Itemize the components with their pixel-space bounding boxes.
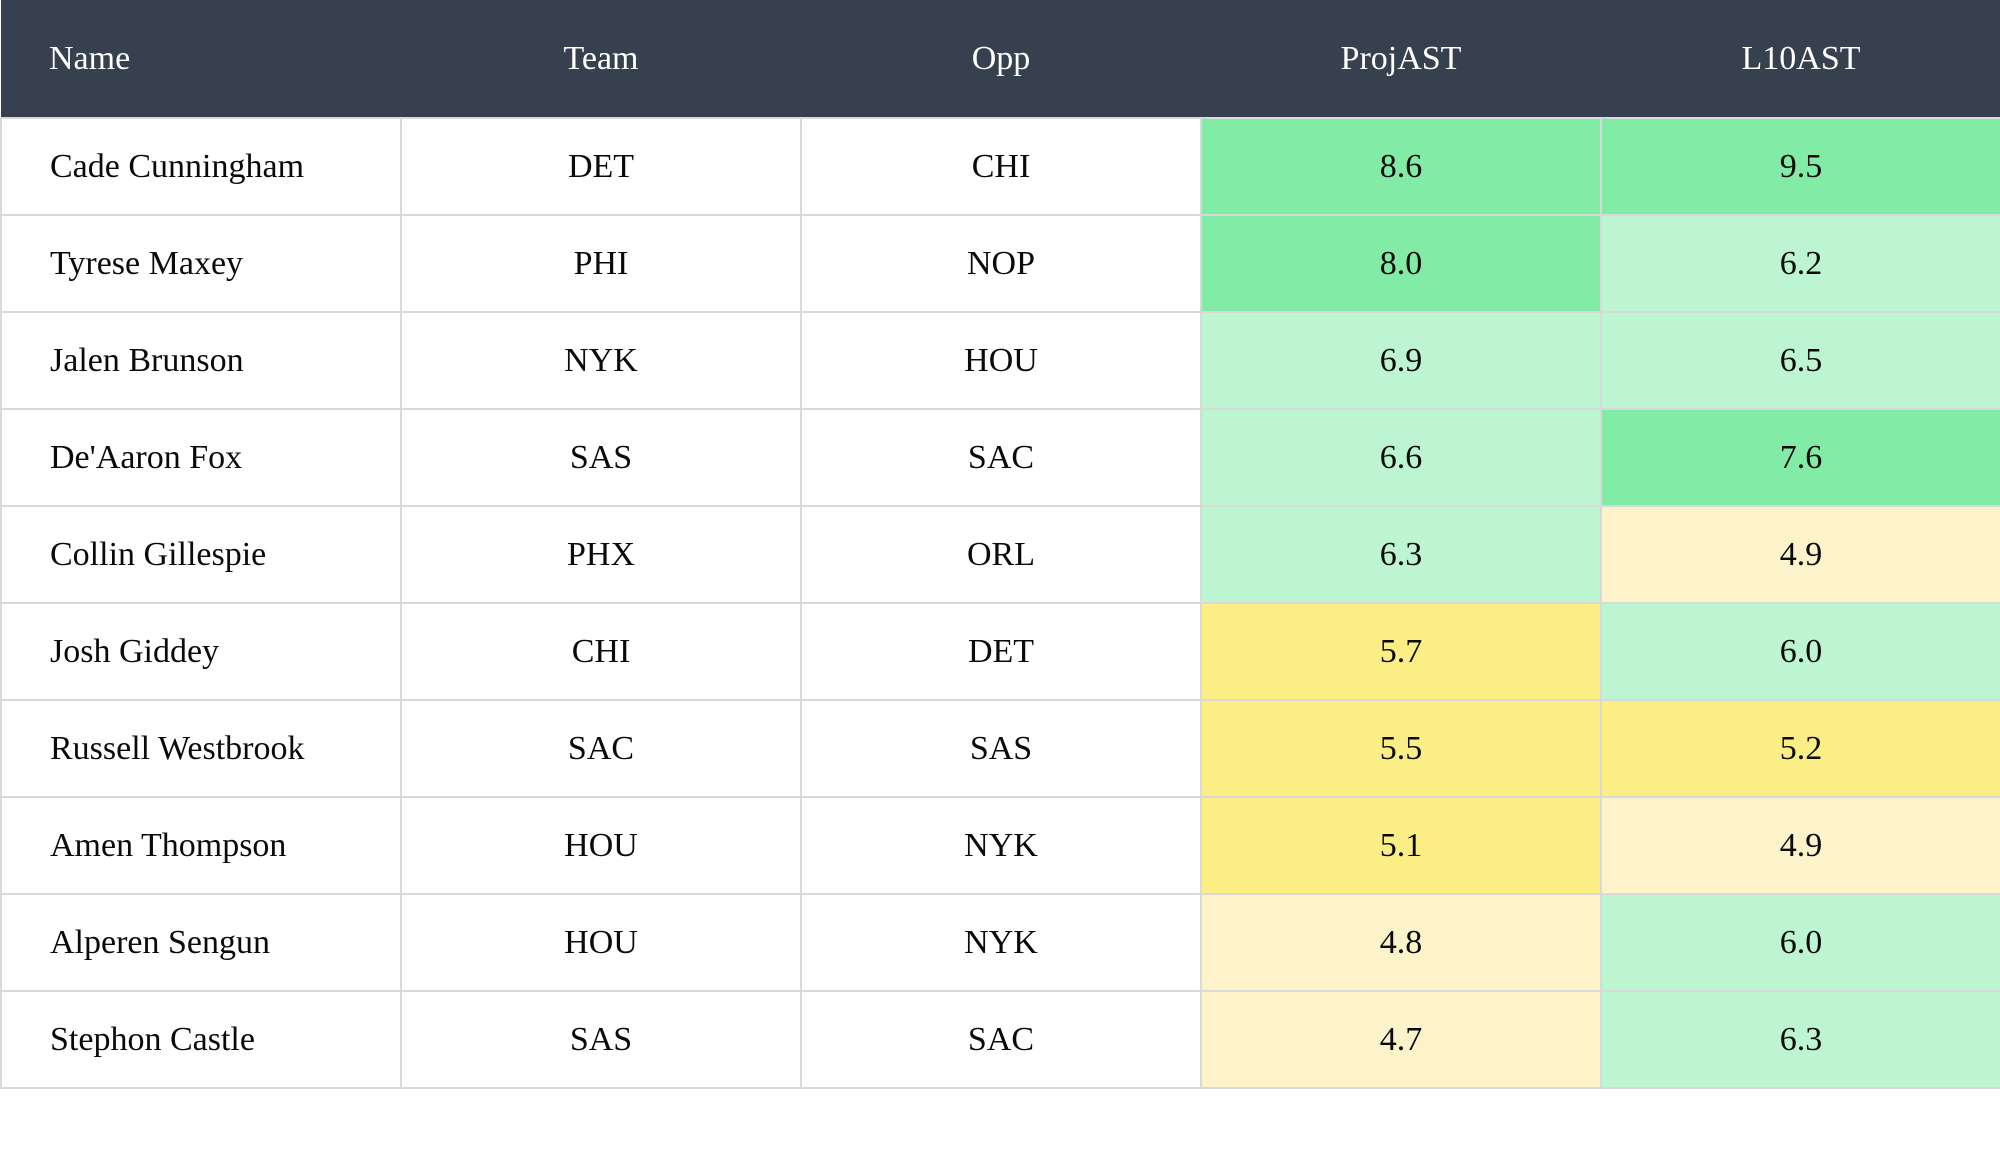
l10-ast-cell: 6.2 <box>1600 214 2000 313</box>
team-cell: DET <box>400 117 802 216</box>
l10-ast-cell: 6.3 <box>1600 990 2000 1089</box>
opponent-cell: SAC <box>800 990 1202 1089</box>
column-header-projast[interactable]: ProjAST <box>1201 0 1601 118</box>
proj-ast-cell: 4.8 <box>1200 893 1602 992</box>
opponent-cell: ORL <box>800 505 1202 604</box>
proj-ast-cell: 6.9 <box>1200 311 1602 410</box>
table-row: De'Aaron Fox SAS SAC 6.6 7.6 <box>0 408 2000 507</box>
table-row: Russell Westbrook SAC SAS 5.5 5.2 <box>0 699 2000 798</box>
opponent-cell: NYK <box>800 893 1202 992</box>
team-cell: PHI <box>400 214 802 313</box>
player-name-cell: Tyrese Maxey <box>0 214 402 313</box>
player-name-cell: Jalen Brunson <box>0 311 402 410</box>
player-name-cell: Josh Giddey <box>0 602 402 701</box>
team-cell: SAC <box>400 699 802 798</box>
proj-ast-cell: 8.0 <box>1200 214 1602 313</box>
table-row: Stephon Castle SAS SAC 4.7 6.3 <box>0 990 2000 1089</box>
proj-ast-cell: 4.7 <box>1200 990 1602 1089</box>
opponent-cell: SAS <box>800 699 1202 798</box>
proj-ast-cell: 5.5 <box>1200 699 1602 798</box>
l10-ast-cell: 6.0 <box>1600 893 2000 992</box>
opponent-cell: NYK <box>800 796 1202 895</box>
table-row: Tyrese Maxey PHI NOP 8.0 6.2 <box>0 214 2000 313</box>
opponent-cell: NOP <box>800 214 1202 313</box>
team-cell: PHX <box>400 505 802 604</box>
opponent-cell: HOU <box>800 311 1202 410</box>
team-cell: SAS <box>400 408 802 507</box>
opponent-cell: DET <box>800 602 1202 701</box>
table-header: Name Team Opp ProjAST L10AST <box>1 0 2000 118</box>
l10-ast-cell: 6.5 <box>1600 311 2000 410</box>
l10-ast-cell: 5.2 <box>1600 699 2000 798</box>
player-name-cell: Amen Thompson <box>0 796 402 895</box>
table-row: Jalen Brunson NYK HOU 6.9 6.5 <box>0 311 2000 410</box>
team-cell: CHI <box>400 602 802 701</box>
team-cell: HOU <box>400 796 802 895</box>
player-name-cell: Collin Gillespie <box>0 505 402 604</box>
header-row: Name Team Opp ProjAST L10AST <box>1 0 2000 118</box>
table-row: Collin Gillespie PHX ORL 6.3 4.9 <box>0 505 2000 604</box>
table-row: Amen Thompson HOU NYK 5.1 4.9 <box>0 796 2000 895</box>
proj-ast-cell: 8.6 <box>1200 117 1602 216</box>
proj-ast-cell: 5.1 <box>1200 796 1602 895</box>
l10-ast-cell: 7.6 <box>1600 408 2000 507</box>
l10-ast-cell: 4.9 <box>1600 505 2000 604</box>
column-header-l10ast[interactable]: L10AST <box>1601 0 2000 118</box>
table-row: Josh Giddey CHI DET 5.7 6.0 <box>0 602 2000 701</box>
opponent-cell: CHI <box>800 117 1202 216</box>
l10-ast-cell: 4.9 <box>1600 796 2000 895</box>
table-row: Alperen Sengun HOU NYK 4.8 6.0 <box>0 893 2000 992</box>
column-header-opp[interactable]: Opp <box>801 0 1201 118</box>
l10-ast-cell: 6.0 <box>1600 602 2000 701</box>
table-row: Cade Cunningham DET CHI 8.6 9.5 <box>0 117 2000 216</box>
player-name-cell: Alperen Sengun <box>0 893 402 992</box>
team-cell: SAS <box>400 990 802 1089</box>
team-cell: NYK <box>400 311 802 410</box>
l10-ast-cell: 9.5 <box>1600 117 2000 216</box>
player-name-cell: Cade Cunningham <box>0 117 402 216</box>
player-name-cell: Stephon Castle <box>0 990 402 1089</box>
proj-ast-cell: 6.3 <box>1200 505 1602 604</box>
player-name-cell: De'Aaron Fox <box>0 408 402 507</box>
table-body: Cade Cunningham DET CHI 8.6 9.5 Tyrese M… <box>0 117 2000 1089</box>
player-assist-projections-table: Name Team Opp ProjAST L10AST Cade Cunnin… <box>0 0 2000 1089</box>
column-header-team[interactable]: Team <box>401 0 801 118</box>
proj-ast-cell: 6.6 <box>1200 408 1602 507</box>
column-header-name[interactable]: Name <box>1 0 401 118</box>
team-cell: HOU <box>400 893 802 992</box>
opponent-cell: SAC <box>800 408 1202 507</box>
proj-ast-cell: 5.7 <box>1200 602 1602 701</box>
player-name-cell: Russell Westbrook <box>0 699 402 798</box>
